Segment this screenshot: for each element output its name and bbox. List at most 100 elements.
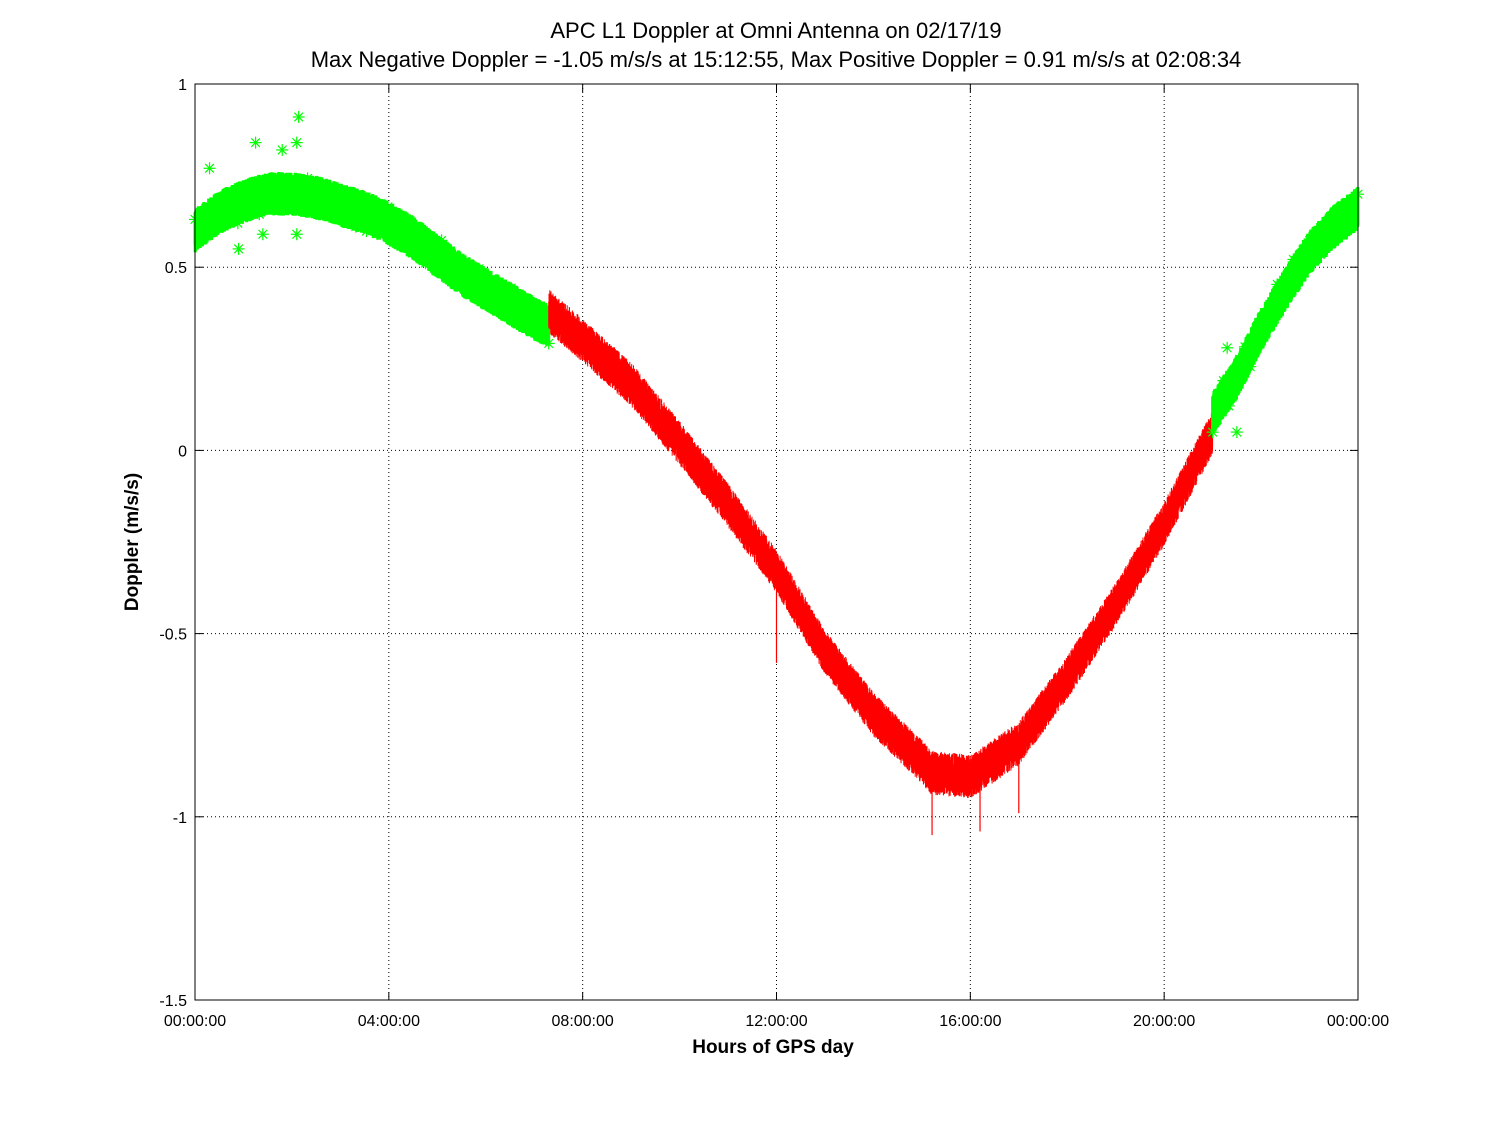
data-point-marker xyxy=(467,272,480,285)
series-line xyxy=(548,290,1214,798)
data-point-marker xyxy=(1212,389,1225,402)
data-point-marker xyxy=(242,204,255,217)
data-point-marker xyxy=(1314,248,1327,261)
data-point-marker xyxy=(510,293,523,306)
data-point-marker xyxy=(387,236,400,249)
marker-band xyxy=(193,172,551,346)
x-tick-label: 04:00:00 xyxy=(358,1013,420,1030)
data-point-marker xyxy=(317,198,330,211)
data-point-marker xyxy=(1206,426,1219,439)
data-point-marker xyxy=(494,292,507,305)
data-point-marker xyxy=(521,302,534,315)
data-point-marker xyxy=(280,199,293,212)
data-point-marker xyxy=(349,220,362,233)
x-tick-label: 08:00:00 xyxy=(552,1013,614,1030)
data-point-marker xyxy=(210,219,223,232)
data-point-marker xyxy=(381,200,394,213)
data-point-marker xyxy=(285,178,298,191)
chart-title: APC L1 Doppler at Omni Antenna on 02/17/… xyxy=(550,18,1001,43)
data-point-marker xyxy=(1292,264,1305,277)
data-point-marker xyxy=(1244,360,1257,373)
data-point-marker xyxy=(424,244,437,257)
chart-subtitle: Max Negative Doppler = -1.05 m/s/s at 15… xyxy=(311,47,1242,72)
data-point-marker xyxy=(258,173,271,186)
data-point-marker xyxy=(1217,374,1230,387)
data-point-marker xyxy=(194,212,207,225)
data-layer xyxy=(189,110,1364,836)
outlier-marker xyxy=(1230,426,1243,439)
x-tick-label: 00:00:00 xyxy=(164,1013,226,1030)
data-point-marker xyxy=(473,262,486,275)
outlier-marker xyxy=(203,162,216,175)
data-point-marker xyxy=(414,237,427,250)
data-point-marker xyxy=(205,211,218,224)
data-point-marker xyxy=(499,279,512,292)
data-point-marker xyxy=(264,187,277,200)
data-point-marker xyxy=(1335,220,1348,233)
series-0 xyxy=(189,110,1243,439)
data-point-marker xyxy=(322,205,335,218)
data-point-marker xyxy=(1303,234,1316,247)
data-point-marker xyxy=(505,282,518,295)
data-point-marker xyxy=(247,177,260,190)
data-point-marker xyxy=(1298,242,1311,255)
outlier-marker xyxy=(290,136,303,149)
series-1 xyxy=(548,290,1214,836)
data-point-marker xyxy=(526,306,539,319)
y-tick-label: -0.5 xyxy=(159,627,187,644)
outlier-marker xyxy=(276,143,289,156)
data-point-marker xyxy=(1265,307,1278,320)
data-point-marker xyxy=(1233,353,1246,366)
x-tick-label: 00:00:00 xyxy=(1327,1013,1389,1030)
data-point-marker xyxy=(365,198,378,211)
series-2 xyxy=(1206,187,1364,439)
outlier-marker xyxy=(290,228,303,241)
marker-band xyxy=(1211,187,1360,433)
data-point-marker xyxy=(419,257,432,270)
y-tick-label: -1 xyxy=(173,810,187,827)
data-point-marker xyxy=(312,179,325,192)
data-point-marker xyxy=(199,220,212,233)
outlier-marker xyxy=(1221,341,1234,354)
data-point-marker xyxy=(226,203,239,216)
data-point-marker xyxy=(1222,399,1235,412)
data-point-marker xyxy=(1271,278,1284,291)
data-point-marker xyxy=(435,234,448,247)
data-point-marker xyxy=(376,217,389,230)
data-point-marker xyxy=(532,330,545,343)
data-point-marker xyxy=(537,328,550,341)
data-point-marker xyxy=(1325,235,1338,248)
data-point-marker xyxy=(301,172,314,185)
data-point-marker xyxy=(355,208,368,221)
data-point-marker xyxy=(1287,253,1300,266)
x-tick-label: 16:00:00 xyxy=(939,1013,1001,1030)
data-point-marker xyxy=(489,299,502,312)
data-point-marker xyxy=(451,253,464,266)
x-tick-label: 20:00:00 xyxy=(1133,1013,1195,1030)
data-point-marker xyxy=(344,205,357,218)
outlier-marker xyxy=(292,110,305,123)
data-point-marker xyxy=(231,217,244,230)
data-point-marker xyxy=(253,208,266,221)
data-point-marker xyxy=(440,272,453,285)
data-point-marker xyxy=(221,213,234,226)
data-point-marker xyxy=(1282,282,1295,295)
data-point-marker xyxy=(1228,372,1241,385)
data-point-marker xyxy=(1260,322,1273,335)
data-point-marker xyxy=(1341,224,1354,237)
y-tick-label: 1 xyxy=(178,77,187,94)
data-point-marker xyxy=(333,211,346,224)
y-tick-label: 0 xyxy=(178,443,187,460)
data-point-marker xyxy=(339,214,352,227)
x-axis-label: Hours of GPS day xyxy=(692,1037,854,1058)
data-point-marker xyxy=(542,337,555,350)
data-point-marker xyxy=(360,225,373,238)
data-point-marker xyxy=(296,201,309,214)
data-point-marker xyxy=(274,180,287,193)
y-tick-label: 0.5 xyxy=(165,260,187,277)
data-point-marker xyxy=(306,205,319,218)
axis-ticks: 00:00:00 04:00:00 08:00:00 12:00:00 16:00:00… xyxy=(159,77,1389,1030)
y-axis-label: Doppler (m/s/s) xyxy=(122,473,143,611)
data-point-marker xyxy=(1238,340,1251,353)
